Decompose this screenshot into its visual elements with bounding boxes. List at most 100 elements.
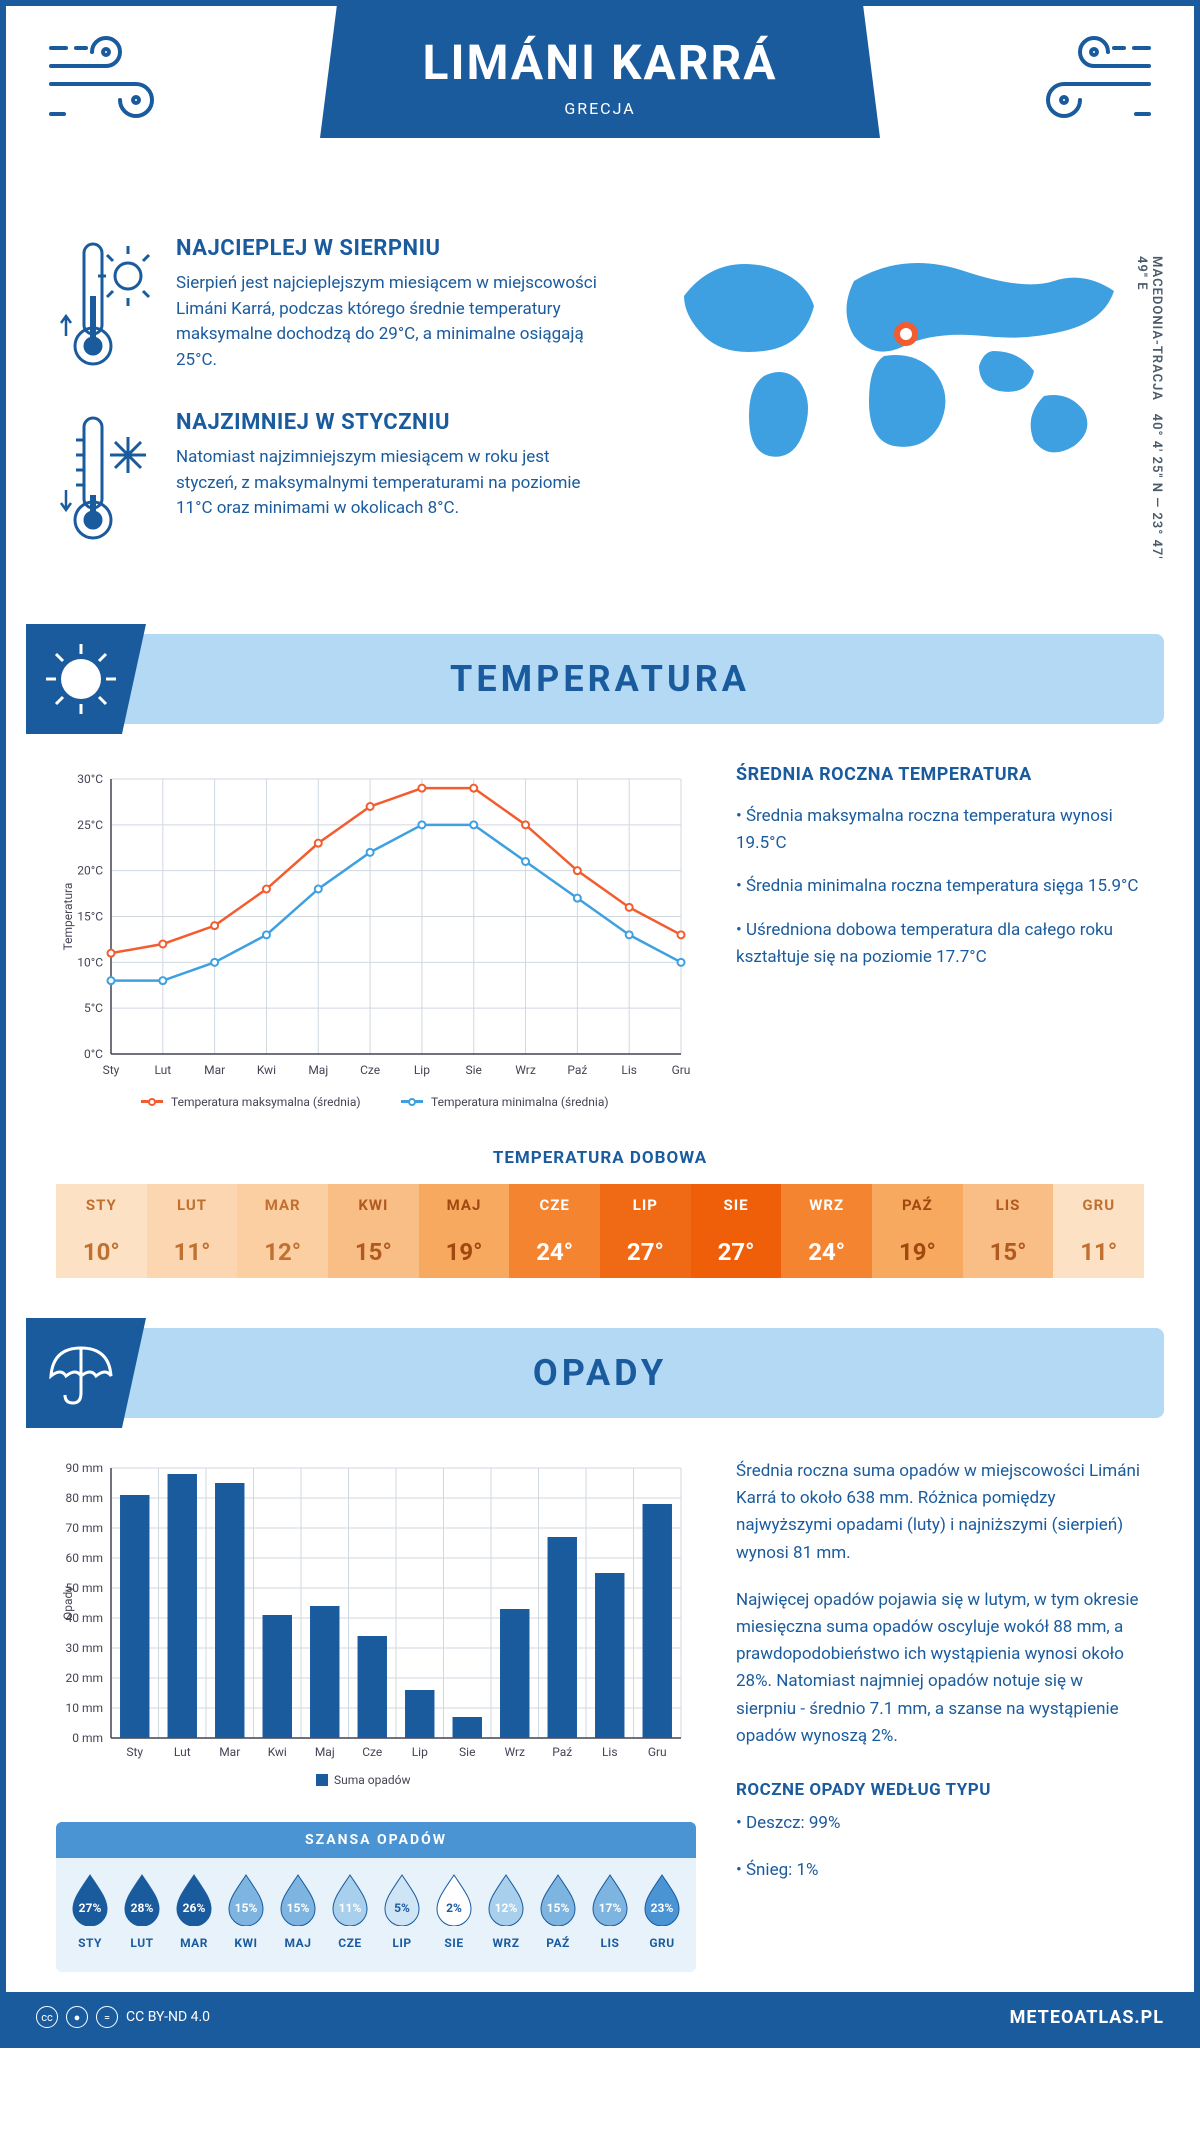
svg-text:Lis: Lis <box>621 1063 637 1077</box>
nd-icon: = <box>96 2006 118 2028</box>
svg-text:20°C: 20°C <box>77 864 103 878</box>
svg-text:60 mm: 60 mm <box>65 1551 103 1565</box>
svg-text:Sie: Sie <box>459 1745 475 1759</box>
daily-value-cell: 11° <box>147 1226 238 1278</box>
svg-text:80 mm: 80 mm <box>65 1491 103 1505</box>
daily-month-cell: KWI <box>328 1184 419 1226</box>
warmest-block: NAJCIEPLEJ W SIERPNIU Sierpień jest najc… <box>56 236 604 380</box>
precipitation-info: Średnia roczna suma opadów w miejscowośc… <box>736 1458 1144 1972</box>
precip-chance-drop: 2%SIE <box>428 1872 480 1950</box>
temperature-banner: TEMPERATURA <box>36 634 1164 724</box>
svg-text:10 mm: 10 mm <box>65 1701 103 1715</box>
thermometer-hot-icon <box>56 236 156 380</box>
wind-icon-right <box>1014 36 1154 126</box>
svg-text:Lip: Lip <box>412 1745 428 1759</box>
daily-value-cell: 10° <box>56 1226 147 1278</box>
avg-temp-line-2: • Uśredniona dobowa temperatura dla całe… <box>736 917 1144 971</box>
world-map <box>644 236 1144 496</box>
drops-row: 27%STY28%LUT26%MAR15%KWI15%MAJ11%CZE5%LI… <box>56 1858 696 1958</box>
svg-text:Wrz: Wrz <box>515 1063 536 1077</box>
coldest-text: Natomiast najzimniejszym miesiącem w rok… <box>176 445 604 522</box>
daily-value-cell: 24° <box>781 1226 872 1278</box>
avg-temp-title: ŚREDNIA ROCZNA TEMPERATURA <box>736 764 1144 785</box>
intro-text-column: NAJCIEPLEJ W SIERPNIU Sierpień jest najc… <box>56 236 604 584</box>
svg-text:25°C: 25°C <box>77 818 103 832</box>
daily-month-cell: PAŹ <box>872 1184 963 1226</box>
precipitation-section-title: OPADY <box>533 1352 667 1394</box>
daily-value-cell: 11° <box>1053 1226 1144 1278</box>
country-subtitle: GRECJA <box>340 99 860 118</box>
daily-value-cell: 27° <box>600 1226 691 1278</box>
precip-chance-drop: 5%LIP <box>376 1872 428 1950</box>
precip-chance-drop: 15%PAŹ <box>532 1872 584 1950</box>
daily-month-cell: LIP <box>600 1184 691 1226</box>
precipitation-chance-panel: SZANSA OPADÓW 27%STY28%LUT26%MAR15%KWI15… <box>56 1822 696 1972</box>
cc-icon: cc <box>36 2006 58 2028</box>
daily-month-cell: WRZ <box>781 1184 872 1226</box>
sun-icon <box>26 624 146 734</box>
svg-text:Opady: Opady <box>61 1586 75 1620</box>
umbrella-icon <box>26 1318 146 1428</box>
svg-text:70 mm: 70 mm <box>65 1521 103 1535</box>
footer: cc ● = CC BY-ND 4.0 METEOATLAS.PL <box>6 1992 1194 2042</box>
daily-value-cell: 15° <box>963 1226 1054 1278</box>
svg-text:17%: 17% <box>599 1901 622 1915</box>
daily-month-cell: LUT <box>147 1184 238 1226</box>
svg-text:Suma opadów: Suma opadów <box>334 1773 411 1787</box>
daily-temp-title: TEMPERATURA DOBOWA <box>56 1148 1144 1168</box>
svg-text:Sie: Sie <box>466 1063 482 1077</box>
svg-text:Kwi: Kwi <box>257 1063 276 1077</box>
coldest-block: NAJZIMNIEJ W STYCZNIU Natomiast najzimni… <box>56 410 604 554</box>
temperature-section: 0°C5°C10°C15°C20°C25°C30°CStyLutMarKwiMa… <box>6 744 1194 1148</box>
svg-text:Cze: Cze <box>360 1063 380 1077</box>
precip-chance-drop: 15%MAJ <box>272 1872 324 1950</box>
location-title: LIMÁNI KARRÁ <box>340 34 860 91</box>
daily-value-cell: 24° <box>509 1226 600 1278</box>
page-container: LIMÁNI KARRÁ GRECJA <box>0 0 1200 2048</box>
svg-text:27%: 27% <box>79 1901 102 1915</box>
svg-text:5°C: 5°C <box>84 1001 103 1015</box>
by-icon: ● <box>66 2006 88 2028</box>
precip-chance-title: SZANSA OPADÓW <box>56 1822 696 1858</box>
daily-month-cell: LIS <box>963 1184 1054 1226</box>
daily-month-cell: STY <box>56 1184 147 1226</box>
svg-text:Lut: Lut <box>154 1063 171 1077</box>
precipitation-banner: OPADY <box>36 1328 1164 1418</box>
daily-value-cell: 27° <box>691 1226 782 1278</box>
svg-text:Gru: Gru <box>672 1063 691 1077</box>
daily-value-cell: 12° <box>237 1226 328 1278</box>
precip-type-line-0: • Deszcz: 99% <box>736 1810 1144 1837</box>
svg-text:Cze: Cze <box>362 1745 382 1759</box>
thermometer-cold-icon <box>56 410 156 554</box>
daily-value-cell: 15° <box>328 1226 419 1278</box>
svg-text:12%: 12% <box>495 1901 518 1915</box>
precip-chance-drop: 26%MAR <box>168 1872 220 1950</box>
svg-text:Gru: Gru <box>648 1745 667 1759</box>
brand-label: METEOATLAS.PL <box>1010 2007 1164 2028</box>
location-marker <box>897 325 915 343</box>
daily-temp-value-row: 10°11°12°15°19°24°27°27°24°19°15°11° <box>56 1226 1144 1278</box>
svg-text:Mar: Mar <box>219 1745 240 1759</box>
daily-month-cell: SIE <box>691 1184 782 1226</box>
svg-text:Temperatura minimalna (średnia: Temperatura minimalna (średnia) <box>431 1095 609 1109</box>
temperature-section-title: TEMPERATURA <box>450 658 750 700</box>
svg-text:30°C: 30°C <box>77 772 103 786</box>
svg-text:Lut: Lut <box>174 1745 191 1759</box>
wind-icon-left <box>46 36 186 126</box>
daily-month-cell: MAJ <box>419 1184 510 1226</box>
svg-text:10°C: 10°C <box>77 955 103 969</box>
daily-month-cell: GRU <box>1053 1184 1144 1226</box>
svg-text:Sty: Sty <box>103 1063 120 1077</box>
daily-month-cell: CZE <box>509 1184 600 1226</box>
precipitation-left: 0 mm10 mm20 mm30 mm40 mm50 mm60 mm70 mm8… <box>56 1458 696 1972</box>
intro-section: NAJCIEPLEJ W SIERPNIU Sierpień jest najc… <box>6 226 1194 614</box>
precip-type-title: ROCZNE OPADY WEDŁUG TYPU <box>736 1780 1144 1800</box>
svg-text:Sty: Sty <box>126 1745 143 1759</box>
avg-temp-line-0: • Średnia maksymalna roczna temperatura … <box>736 803 1144 857</box>
daily-value-cell: 19° <box>872 1226 963 1278</box>
warmest-text: Sierpień jest najcieplejszym miesiącem w… <box>176 271 604 373</box>
title-banner: LIMÁNI KARRÁ GRECJA <box>320 6 880 138</box>
svg-text:26%: 26% <box>183 1901 206 1915</box>
svg-text:Maj: Maj <box>315 1745 335 1759</box>
precip-chance-drop: 12%WRZ <box>480 1872 532 1950</box>
